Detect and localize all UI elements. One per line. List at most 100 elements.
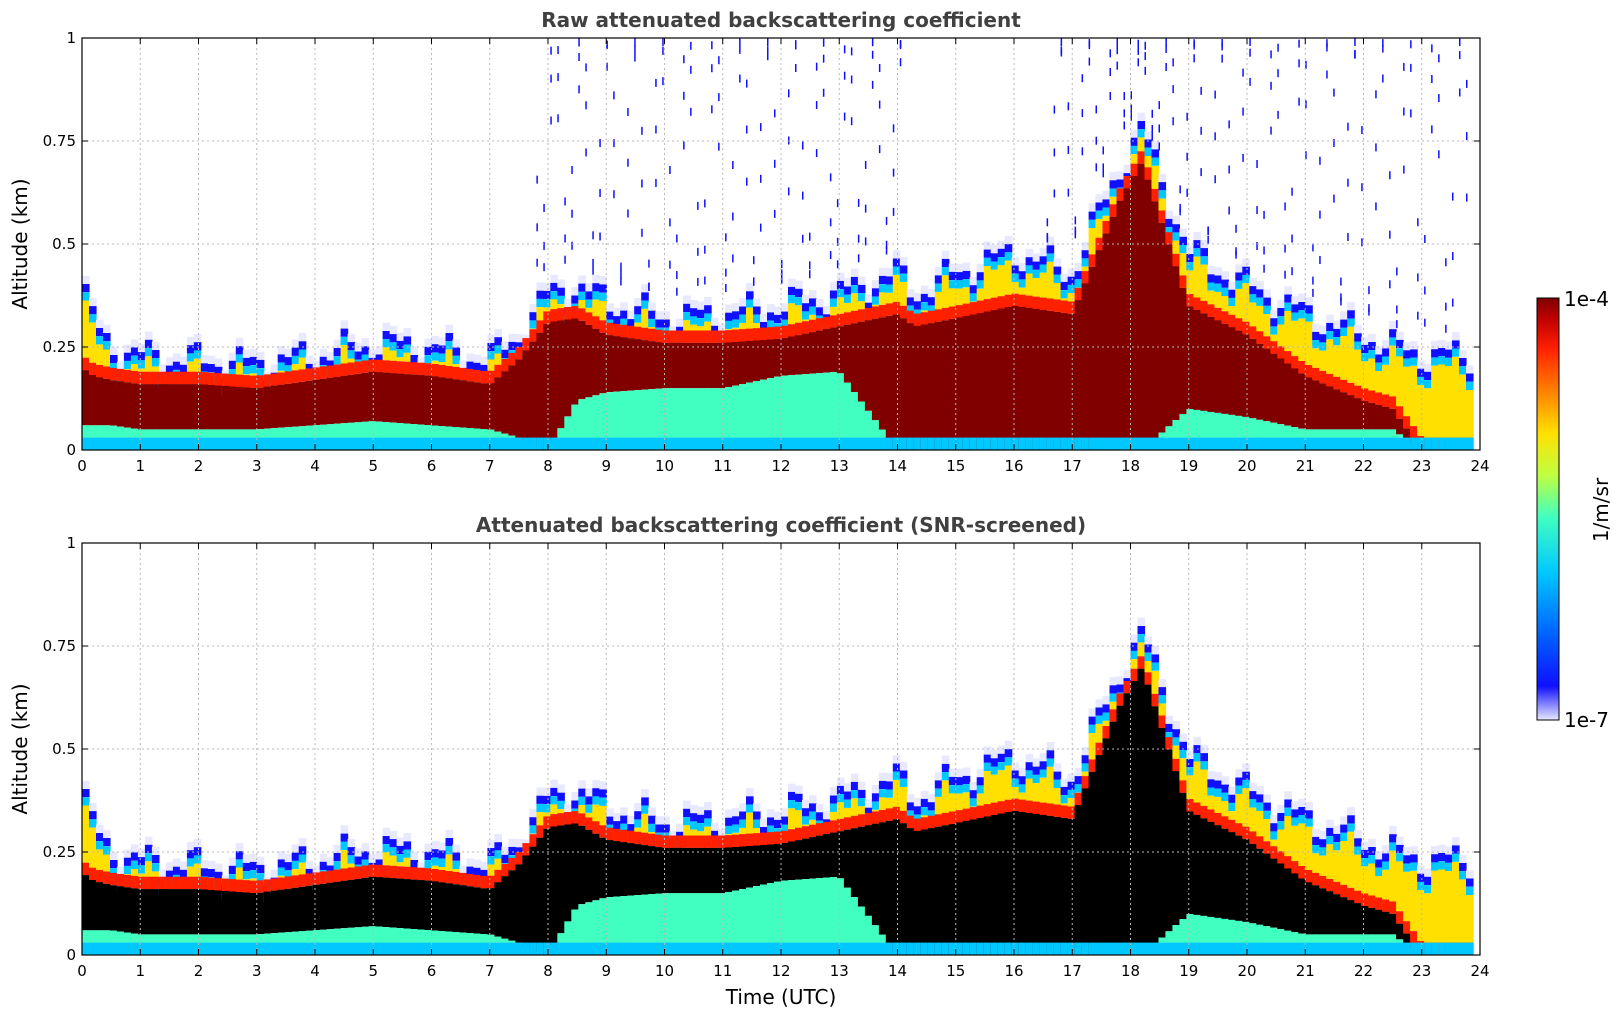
heatmap-cell [270,385,279,429]
heatmap-cell [739,889,747,943]
heatmap-cell [543,437,551,450]
noise-speck [711,64,713,73]
heatmap-cell [802,838,810,880]
noise-speck [1424,286,1426,295]
heatmap-cell [1452,845,1460,854]
heatmap-cell [1410,349,1418,358]
heatmap-cell [1074,262,1083,272]
heatmap-cell [864,307,873,321]
heatmap-cell [529,329,537,342]
heatmap-cell [822,329,831,373]
heatmap-cell [1186,270,1194,294]
heatmap-cell [864,410,873,438]
heatmap-cell [1221,437,1229,450]
heatmap-cell [836,878,845,943]
heatmap-cell [962,767,971,776]
heatmap-cell [1207,411,1215,438]
heatmap-cell [151,366,160,372]
heatmap-cell [326,365,335,378]
heatmap-cell [753,942,761,955]
noise-speck [1228,165,1230,174]
heatmap-cell [1277,851,1285,864]
heatmap-cell [697,806,705,815]
heatmap-cell [438,842,447,851]
heatmap-cell [725,847,733,892]
heatmap-cell [494,869,502,883]
heatmap-cell [1354,838,1362,847]
heatmap-cell [1256,331,1264,344]
heatmap-cell [774,942,782,955]
heatmap-cell [1151,693,1160,707]
heatmap-cell [1340,884,1348,898]
noise-speck [1452,252,1454,261]
heatmap-cell [347,927,356,943]
heatmap-cell [1004,812,1013,955]
heatmap-cell [1340,824,1348,833]
heatmap-cell [864,812,873,826]
heatmap-cell [1172,437,1180,450]
heatmap-cell [110,942,118,955]
heatmap-cell [1088,708,1097,717]
heatmap-cell [1046,298,1055,311]
heatmap-cell [585,397,593,438]
heatmap-cell [1011,762,1020,771]
heatmap-cell [130,428,139,438]
noise-speck [1067,102,1070,111]
heatmap-cell [836,777,845,786]
heatmap-cell [110,851,118,860]
heatmap-cell [585,942,593,955]
heatmap-cell [466,428,475,438]
heatmap-cell [1291,437,1299,450]
heatmap-cell [634,314,642,323]
heatmap-cell [1452,348,1460,357]
heatmap-cell [137,873,146,877]
noise-speck [857,234,860,243]
heatmap-cell [1200,753,1208,762]
heatmap-cell [508,940,516,943]
heatmap-cell [1445,846,1453,855]
heatmap-cell [1256,924,1264,943]
heatmap-cell [1172,729,1180,738]
heatmap-cell [89,425,97,438]
heatmap-cell [319,356,328,365]
heatmap-cell [1228,314,1236,328]
heatmap-cell [235,892,244,935]
heatmap-cell [969,437,978,450]
heatmap-cell [424,860,433,869]
noise-speck [864,204,867,213]
heatmap-cell [193,847,202,856]
heatmap-cell [1025,762,1034,771]
heatmap-cell [655,319,663,328]
heatmap-cell [382,322,391,331]
heatmap-cell [123,874,132,888]
heatmap-cell [871,437,880,450]
heatmap-cell [1417,377,1425,386]
heatmap-cell [550,787,558,797]
heatmap-cell [962,437,971,450]
heatmap-cell [1025,778,1034,801]
heatmap-cell [1396,939,1404,943]
heatmap-cell [270,869,279,878]
noise-speck [1116,46,1118,55]
heatmap-cell [110,346,118,355]
heatmap-cell [599,781,607,790]
heatmap-cell [1354,341,1362,350]
heatmap-cell [969,314,978,450]
noise-speck [697,277,699,286]
heatmap-cell [990,758,999,767]
heatmap-cell [165,357,174,366]
noise-speck [1249,77,1251,86]
heatmap-cell [1326,934,1334,943]
heatmap-cell [1235,272,1243,281]
heatmap-cell [885,437,894,450]
heatmap-cell [571,287,579,296]
noise-speck [1151,109,1153,118]
heatmap-cell [606,808,614,817]
noise-speck [564,234,566,243]
heatmap-cell [1207,437,1215,450]
heatmap-cell [1067,313,1076,450]
heatmap-cell [1081,266,1090,272]
heatmap-cell [480,370,488,384]
heatmap-cell [235,387,244,430]
noise-speck [725,284,727,292]
